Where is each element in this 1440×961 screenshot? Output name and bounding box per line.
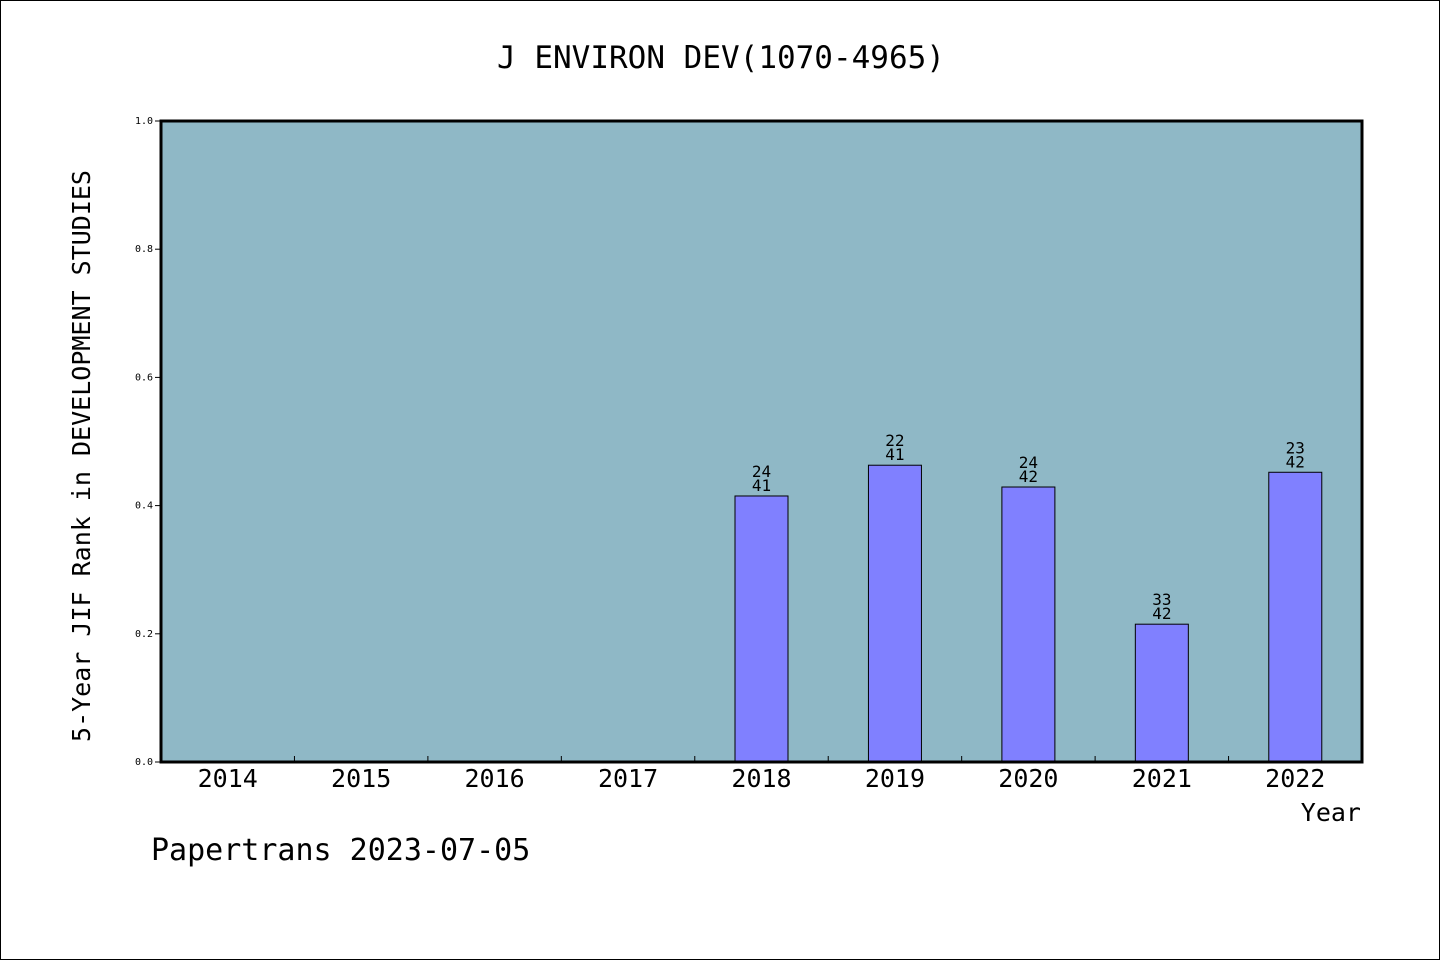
bar-total-2021: 42: [1152, 604, 1171, 623]
bar-total-2022: 42: [1286, 452, 1305, 471]
bar-2018: [734, 495, 789, 763]
y-tick-label-0.0: 0.0: [135, 757, 153, 768]
bar-2019: [867, 464, 922, 763]
bar-rank-2022: 23: [1286, 438, 1305, 457]
y-axis-label: 5-Year JIF Rank in DEVELOPMENT STUDIES: [67, 170, 96, 742]
y-axis: 0.0 0.2 0.4 0.6 0.8 1.0: [135, 116, 161, 768]
plot-border: [159, 119, 1364, 764]
x-tick-label-2020: 2020: [998, 764, 1058, 793]
x-tick-label-2017: 2017: [598, 764, 658, 793]
bar-2022: [1268, 471, 1323, 763]
bar-total-2018: 41: [752, 476, 771, 495]
x-tick-label-2014: 2014: [198, 764, 258, 793]
x-tick-label-2015: 2015: [331, 764, 391, 793]
chart-title: J ENVIRON DEV(1070-4965): [497, 40, 945, 76]
x-tick-label-2019: 2019: [865, 764, 925, 793]
x-tick-label-2021: 2021: [1132, 764, 1192, 793]
x-tick-label-2018: 2018: [731, 764, 791, 793]
x-tick-label-2022: 2022: [1265, 764, 1325, 793]
bar-rank-2018: 24: [752, 462, 771, 481]
bars-layer: [734, 464, 1323, 763]
bar-2020: [1001, 486, 1056, 763]
x-tick-label-2016: 2016: [465, 764, 525, 793]
x-axis-label: Year: [1301, 798, 1361, 827]
footer-credit: Papertrans 2023-07-05: [151, 833, 531, 868]
y-tick-label-0.2: 0.2: [135, 629, 153, 640]
bar-rank-2019: 22: [885, 431, 904, 450]
y-tick-label-0.6: 0.6: [135, 372, 153, 383]
y-tick-label-1.0: 1.0: [135, 116, 153, 127]
bar-rank-2020: 24: [1019, 453, 1038, 472]
bar-total-2019: 41: [885, 445, 904, 464]
bar-rank-2021: 33: [1152, 590, 1171, 609]
x-axis: 2014 2015 2016 2017 2018 2019 2020 2021 2022: [198, 756, 1325, 793]
bar-2021: [1134, 623, 1189, 763]
bar-total-2020: 42: [1019, 467, 1038, 486]
y-tick-label-0.4: 0.4: [135, 501, 153, 512]
y-tick-label-0.8: 0.8: [135, 244, 153, 255]
